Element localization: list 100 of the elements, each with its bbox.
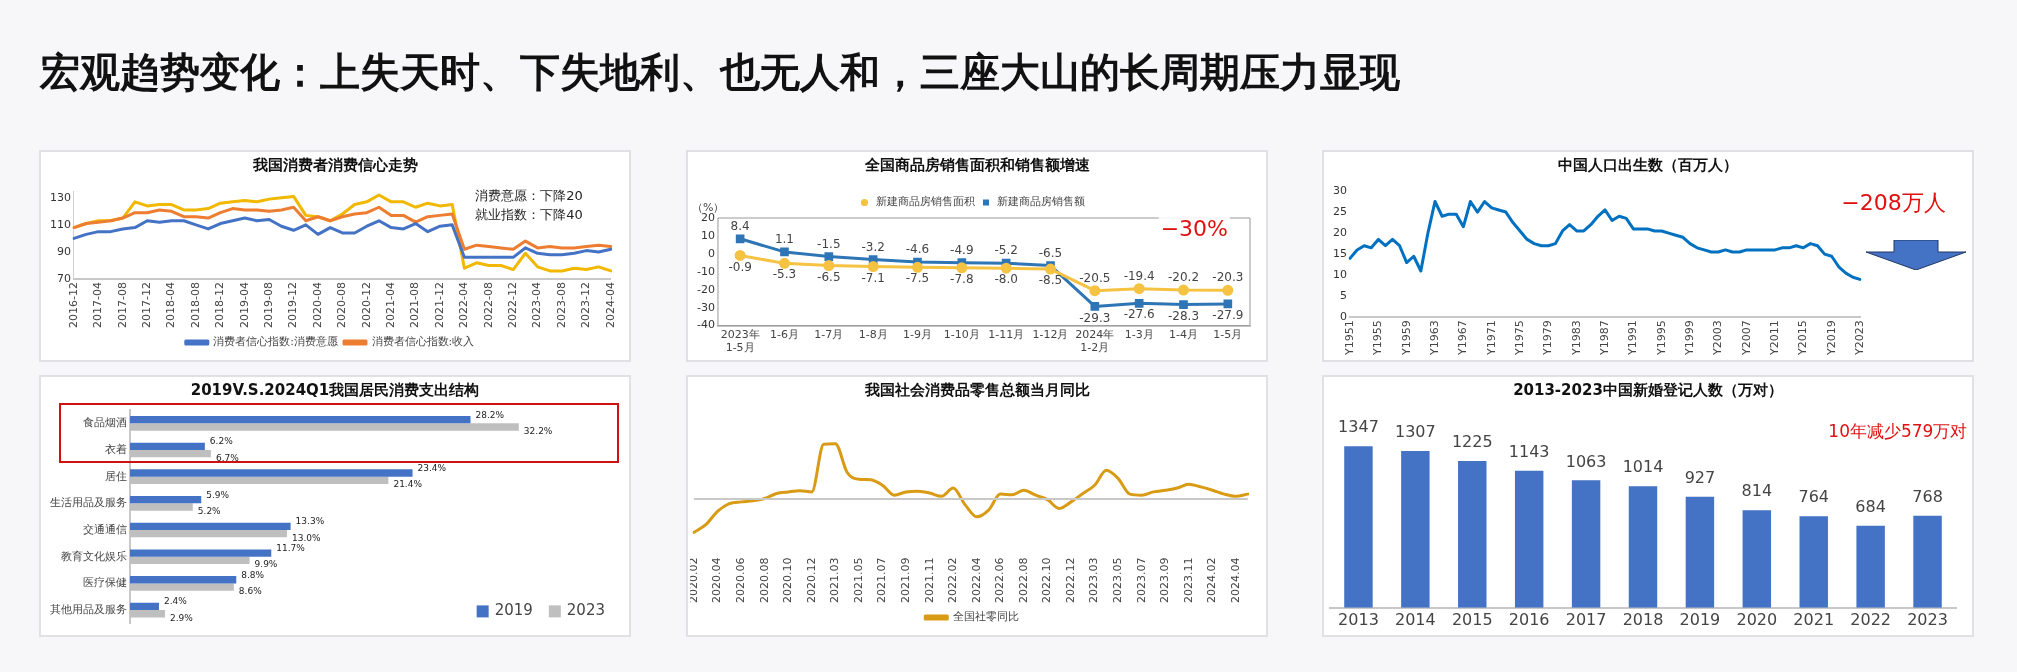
y-tick-label: 其他用品及服务 bbox=[50, 602, 127, 616]
x-tick-label: Y1967 bbox=[1456, 320, 1470, 357]
data-label: -7.8 bbox=[950, 271, 974, 286]
x-tick-label: 2022.10 bbox=[1040, 557, 1054, 604]
x-tick-label: 2023-04 bbox=[530, 282, 544, 329]
y-tick-label: 10 bbox=[1333, 268, 1347, 282]
y-tick-label: 交通通信 bbox=[83, 522, 127, 536]
data-label: -20.5 bbox=[1079, 270, 1111, 285]
x-tick-label: 2022.08 bbox=[1016, 557, 1030, 604]
y-tick-label: 25 bbox=[1333, 204, 1347, 218]
x-tick-label: 2016-12 bbox=[66, 282, 80, 329]
data-label: 5.9% bbox=[206, 489, 230, 500]
x-tick-label: 2022.02 bbox=[946, 557, 960, 604]
data-label: -5.3 bbox=[772, 267, 797, 282]
x-tick-label: Y2003 bbox=[1711, 320, 1725, 357]
legend-label: 消费者信心指数:消费意愿 bbox=[213, 335, 339, 349]
x-tick-label: 2020 bbox=[1736, 609, 1778, 629]
data-label: 1.1 bbox=[774, 232, 795, 247]
x-tick-label: Y1955 bbox=[1371, 320, 1385, 357]
chart-title: 我国社会消费品零售总额当月同比 bbox=[863, 381, 1091, 400]
data-label: 1014 bbox=[1622, 457, 1664, 477]
y-tick-label: -30 bbox=[697, 300, 715, 314]
x-tick-label: 2018-12 bbox=[213, 282, 227, 329]
x-tick-label: 2019 bbox=[1679, 609, 1721, 629]
x-tick-label: 2022-12 bbox=[506, 282, 520, 329]
x-tick-label: 2024年 1-2月 bbox=[1075, 328, 1115, 355]
x-tick-label: Y1995 bbox=[1654, 320, 1668, 357]
data-label: -8.5 bbox=[1038, 273, 1063, 288]
x-tick-label: 2023-08 bbox=[554, 282, 568, 329]
data-label: 1347 bbox=[1338, 417, 1379, 437]
x-tick-label: Y1963 bbox=[1427, 320, 1441, 357]
x-tick-label: 1-6月 bbox=[769, 328, 799, 342]
y-tick-label: 教育文化娱乐 bbox=[61, 549, 127, 563]
x-tick-label: Y1971 bbox=[1484, 320, 1498, 357]
legend-label: 消费者信心指数:收入 bbox=[371, 335, 475, 349]
x-tick-label: Y2023 bbox=[1852, 320, 1866, 357]
data-label: 1143 bbox=[1508, 441, 1550, 461]
x-tick-label: 2021 bbox=[1793, 609, 1835, 629]
data-label: -3.2 bbox=[861, 239, 885, 254]
data-label: -6.5 bbox=[1038, 245, 1063, 260]
data-label: 1225 bbox=[1451, 432, 1493, 452]
x-tick-label: Y1991 bbox=[1626, 320, 1640, 357]
x-tick-label: 2021.09 bbox=[898, 557, 912, 604]
y-tick-label: 生活用品及服务 bbox=[50, 496, 127, 510]
y-tick-label: -40 bbox=[697, 318, 715, 332]
x-tick-label: 2022-08 bbox=[481, 282, 495, 329]
x-tick-label: 2021-08 bbox=[408, 282, 422, 329]
annotation: 消费意愿：下降20 bbox=[475, 188, 583, 204]
y-tick-label: -20 bbox=[697, 282, 715, 296]
x-tick-label: 2021.11 bbox=[922, 557, 936, 604]
x-tick-label: 2022-04 bbox=[457, 282, 471, 329]
x-tick-label: Y1983 bbox=[1569, 320, 1583, 357]
chart-title: 我国消费者消费信心走势 bbox=[251, 156, 419, 175]
data-label: 28.2% bbox=[475, 409, 505, 420]
x-tick-label: Y1959 bbox=[1399, 320, 1413, 357]
data-label: 2.9% bbox=[170, 612, 194, 623]
data-label: -27.6 bbox=[1123, 307, 1155, 322]
data-label: 764 bbox=[1798, 487, 1829, 507]
y-tick-label: 食品烟酒 bbox=[83, 416, 127, 430]
x-tick-label: 2023.11 bbox=[1181, 557, 1195, 604]
y-tick-label: 医疗保健 bbox=[83, 576, 127, 590]
data-label: 13.3% bbox=[295, 516, 325, 527]
x-tick-label: 2017-08 bbox=[115, 282, 129, 329]
y-tick-label: 10 bbox=[700, 228, 715, 242]
text: 宏观趋势变化：上失天时、下失地利、也无人和，三座大山的长周期压力显现 bbox=[40, 48, 1400, 97]
y-tick-label: -10 bbox=[697, 264, 715, 278]
x-tick-label: 2022.12 bbox=[1063, 557, 1077, 604]
chart-title: 2019V.S.2024Q1我国居民消费支出结构 bbox=[189, 381, 481, 400]
data-label: -4.6 bbox=[905, 242, 930, 257]
x-tick-label: 2013 bbox=[1338, 609, 1379, 629]
data-label: 23.4% bbox=[417, 462, 447, 473]
x-tick-label: Y2019 bbox=[1824, 320, 1838, 357]
x-tick-label: 2022.04 bbox=[969, 557, 983, 604]
data-label: 1063 bbox=[1565, 451, 1607, 471]
x-tick-label: 2021-04 bbox=[384, 282, 398, 329]
y-tick-label: 20 bbox=[700, 210, 715, 224]
x-tick-label: 2021.03 bbox=[828, 557, 842, 604]
x-tick-label: 2020.08 bbox=[757, 557, 771, 604]
x-tick-label: Y1999 bbox=[1682, 320, 1696, 357]
x-tick-label: 2024.04 bbox=[1228, 557, 1242, 604]
data-label: 814 bbox=[1741, 481, 1773, 501]
legend-label: 新建商品房销售额 bbox=[997, 195, 1085, 209]
y-tick-label: 30 bbox=[1333, 183, 1347, 197]
data-label: 684 bbox=[1855, 496, 1886, 516]
x-tick-label: Y1979 bbox=[1541, 320, 1555, 357]
data-label: -8.0 bbox=[994, 272, 1018, 287]
x-tick-label: 2021.07 bbox=[875, 557, 889, 604]
x-tick-label: 2015 bbox=[1451, 609, 1493, 629]
x-tick-label: Y1987 bbox=[1597, 320, 1611, 357]
x-tick-label: 2018-08 bbox=[188, 282, 202, 329]
x-tick-label: 2017-04 bbox=[91, 282, 105, 329]
x-tick-label: 2022 bbox=[1850, 609, 1891, 629]
x-tick-label: 1-10月 bbox=[943, 328, 980, 342]
y-tick-label: 衣着 bbox=[105, 442, 127, 456]
data-label: -7.5 bbox=[905, 271, 930, 286]
data-label: 768 bbox=[1912, 486, 1943, 506]
data-label: 9.9% bbox=[254, 559, 278, 570]
x-tick-label: 2016 bbox=[1508, 609, 1550, 629]
x-tick-label: 2017-12 bbox=[140, 282, 154, 329]
data-label: -20.2 bbox=[1167, 270, 1200, 285]
